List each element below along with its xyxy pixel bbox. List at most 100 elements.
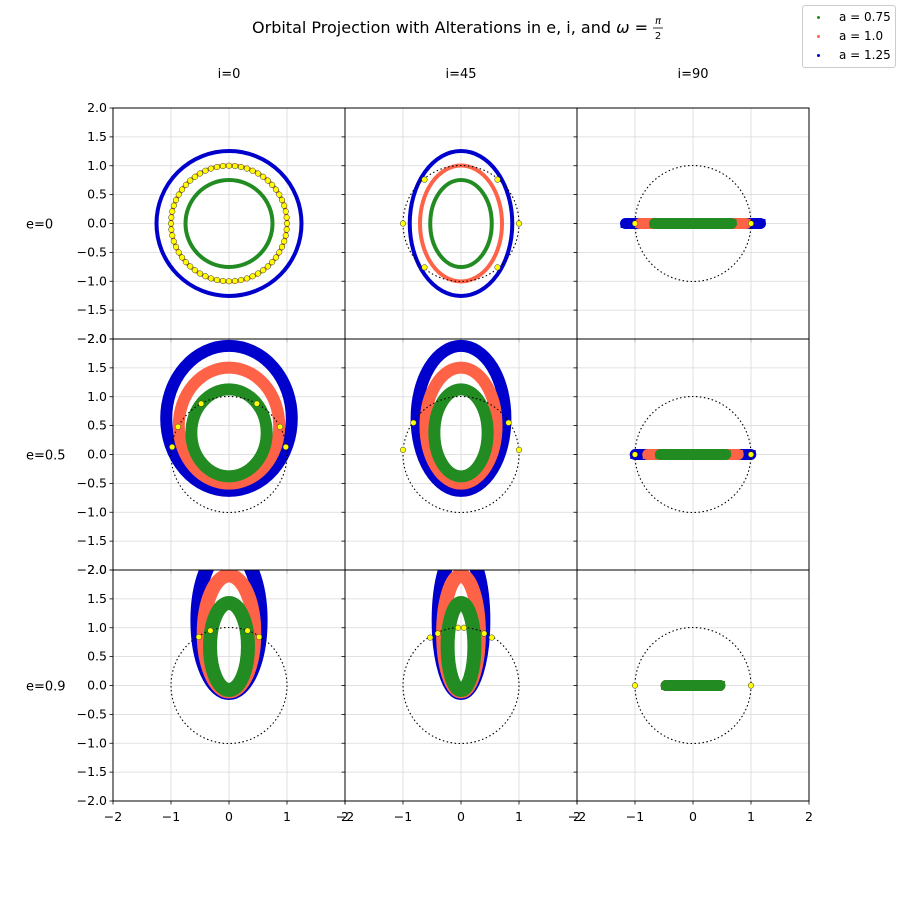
x-tick-label: 2	[805, 809, 813, 824]
intersection-marker	[282, 208, 289, 215]
intersection-marker	[170, 238, 177, 245]
intersection-marker	[172, 243, 180, 251]
intersection-marker	[249, 167, 256, 174]
x-tick-label: −1	[626, 809, 644, 824]
intersection-marker	[187, 263, 194, 270]
legend-label: a = 0.75	[839, 10, 891, 24]
y-tick-label: 2.0	[87, 331, 107, 346]
intersection-marker	[169, 208, 176, 215]
intersection-marker	[191, 173, 198, 180]
intersection-marker	[213, 163, 220, 171]
chart-title: Orbital Projection with Alterations in e…	[252, 18, 648, 37]
intersection-marker	[196, 270, 204, 277]
intersection-marker	[238, 276, 245, 284]
x-tick-label: 2	[573, 809, 581, 824]
intersection-marker	[254, 170, 262, 177]
orbit-ellipse	[160, 339, 298, 497]
intersection-marker	[488, 634, 495, 641]
intersection-marker	[747, 451, 755, 458]
intersection-marker	[494, 264, 501, 271]
orbit-ellipse	[410, 339, 512, 497]
intersection-marker	[399, 446, 407, 453]
subplot-panel: −2.0 −1.5 −1.0 −0.5 0.0 0.5 1.0 1.5 2.0 −2 −1 0 1 2	[77, 562, 349, 824]
intersection-marker	[208, 275, 215, 282]
intersection-marker	[460, 624, 467, 631]
orbit-ellipse	[154, 149, 304, 298]
orbit-line	[649, 219, 737, 228]
subplot-panel: −2.0 −1.5 −1.0 −0.5 0.0 0.5 1.0 1.5 2.0	[77, 331, 346, 577]
intersection-marker	[283, 220, 291, 227]
y-tick-label: −2.0	[77, 793, 107, 808]
y-tick-label: 0.0	[87, 216, 107, 231]
orbit-line	[660, 681, 726, 690]
panel-data	[629, 395, 757, 514]
subplot-panel: −2 −1 0 1 2	[568, 569, 813, 824]
intersection-marker	[421, 264, 428, 271]
y-tick-label: 1.0	[87, 158, 107, 173]
orbit-line	[655, 450, 731, 459]
title-frac-den: 2	[655, 31, 661, 42]
intersection-marker	[232, 277, 239, 284]
y-tick-label: −1.5	[77, 533, 107, 548]
title-omega: ω =	[616, 18, 648, 37]
orbit-ellipse	[428, 178, 494, 269]
intersection-marker	[276, 423, 284, 430]
intersection-marker	[269, 259, 276, 266]
x-tick-label: −2	[336, 809, 354, 824]
panel-data	[631, 626, 755, 745]
x-tick-label: −2	[568, 809, 586, 824]
intersection-marker	[283, 214, 290, 221]
intersection-marker	[225, 162, 233, 169]
x-tick-label: 0	[457, 809, 465, 824]
orbit-ellipse	[183, 178, 275, 269]
intersection-marker	[410, 419, 417, 426]
y-tick-label: 0.5	[87, 187, 107, 202]
intersection-marker	[278, 243, 286, 251]
intersection-marker	[455, 624, 462, 631]
y-tick-label: 0.5	[87, 649, 107, 664]
legend-marker-blue	[817, 54, 820, 57]
reference-circle	[170, 395, 288, 514]
y-tick-label: −1.0	[77, 504, 107, 519]
intersection-marker	[631, 682, 639, 689]
y-tick-label: 0.0	[87, 678, 107, 693]
intersection-marker	[213, 276, 220, 284]
panel-data	[170, 570, 288, 745]
y-tick-label: 1.0	[87, 620, 107, 635]
subplot-panel: −2 −1 0 1 2	[336, 569, 581, 824]
intersection-marker	[515, 220, 523, 227]
intersection-marker	[399, 220, 407, 227]
intersection-marker	[515, 446, 523, 453]
intersection-marker	[202, 273, 209, 280]
y-tick-label: −0.5	[77, 706, 107, 721]
intersection-marker	[256, 633, 263, 641]
panel-data	[399, 149, 523, 298]
intersection-marker	[207, 627, 214, 634]
legend: a = 0.75 a = 1.0 a = 1.25	[802, 5, 896, 68]
intersection-marker	[278, 196, 286, 204]
intersection-marker	[175, 191, 182, 198]
x-tick-label: −1	[394, 809, 412, 824]
intersection-marker	[169, 232, 176, 239]
intersection-marker	[196, 170, 204, 177]
intersection-marker	[272, 254, 279, 261]
intersection-marker	[182, 181, 189, 188]
intersection-marker	[276, 249, 283, 256]
intersection-marker	[179, 254, 186, 261]
intersection-marker	[427, 634, 434, 641]
intersection-marker	[175, 249, 182, 256]
intersection-marker	[191, 267, 198, 274]
intersection-marker	[238, 163, 245, 171]
legend-label: a = 1.0	[839, 29, 884, 43]
x-tick-label: 1	[283, 809, 291, 824]
legend-entry-0: a = 0.75	[803, 9, 895, 25]
intersection-marker	[254, 270, 262, 277]
intersection-marker	[421, 176, 428, 183]
panel-data	[154, 149, 304, 298]
intersection-marker	[631, 451, 639, 458]
y-tick-label: 0.5	[87, 418, 107, 433]
intersection-marker	[260, 173, 267, 180]
intersection-marker	[225, 278, 233, 285]
x-tick-label: 1	[515, 809, 523, 824]
x-tick-label: 0	[225, 809, 233, 824]
